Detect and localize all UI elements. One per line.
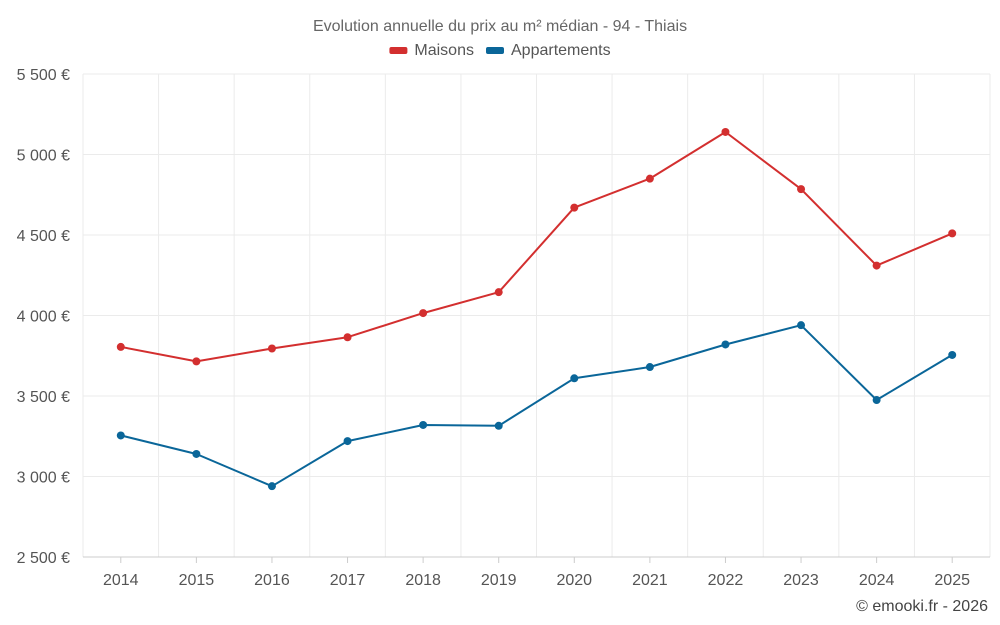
data-point-appartements[interactable] <box>419 420 428 429</box>
data-point-appartements[interactable] <box>192 449 201 458</box>
x-tick-label: 2023 <box>783 572 819 589</box>
y-tick-label: 5 500 € <box>17 67 70 84</box>
x-tick-label: 2024 <box>859 572 895 589</box>
data-point-maisons[interactable] <box>872 261 881 270</box>
legend-swatch <box>486 47 504 54</box>
legend-item-appartements[interactable]: Appartements <box>486 42 611 59</box>
y-tick-label: 3 500 € <box>17 389 70 406</box>
data-point-appartements[interactable] <box>267 482 276 491</box>
data-point-maisons[interactable] <box>267 344 276 353</box>
x-tick-label: 2015 <box>179 572 215 589</box>
y-tick-label: 3 000 € <box>17 470 70 487</box>
x-tick-label: 2017 <box>330 572 366 589</box>
data-point-maisons[interactable] <box>343 333 352 342</box>
data-point-appartements[interactable] <box>797 321 806 330</box>
x-tick-label: 2014 <box>103 572 139 589</box>
legend: Maisons Appartements <box>389 42 611 59</box>
x-tick-label: 2025 <box>934 572 970 589</box>
data-point-appartements[interactable] <box>645 363 654 372</box>
grid <box>82 73 991 557</box>
data-point-maisons[interactable] <box>419 309 428 318</box>
data-point-maisons[interactable] <box>116 342 125 351</box>
x-tick-label: 2020 <box>556 572 592 589</box>
legend-label: Maisons <box>414 42 474 59</box>
x-tick-label: 2016 <box>254 572 290 589</box>
data-point-appartements[interactable] <box>872 396 881 405</box>
data-point-appartements[interactable] <box>948 350 957 359</box>
legend-label: Appartements <box>511 42 611 59</box>
data-point-maisons[interactable] <box>797 185 806 194</box>
series-line-maisons <box>120 131 953 363</box>
y-tick-label: 5 000 € <box>17 148 70 165</box>
data-point-maisons[interactable] <box>192 357 201 366</box>
data-point-maisons[interactable] <box>494 288 503 297</box>
series-layer <box>116 127 957 491</box>
x-tick-label: 2018 <box>405 572 441 589</box>
data-point-maisons[interactable] <box>645 174 654 183</box>
data-point-maisons[interactable] <box>570 203 579 212</box>
x-tick-label: 2022 <box>708 572 744 589</box>
data-point-appartements[interactable] <box>570 374 579 383</box>
axes: 2 500 € 3 000 € 3 500 € 4 000 € 4 500 € 5 000… <box>17 67 990 589</box>
data-point-appartements[interactable] <box>343 437 352 446</box>
y-tick-label: 4 000 € <box>17 309 70 326</box>
y-tick-label: 2 500 € <box>17 550 70 567</box>
data-point-maisons[interactable] <box>721 127 730 136</box>
data-point-maisons[interactable] <box>948 229 957 238</box>
data-point-appartements[interactable] <box>494 421 503 430</box>
y-tick-label: 4 500 € <box>17 228 70 245</box>
data-point-appartements[interactable] <box>116 431 125 440</box>
series-line-appartements <box>120 324 953 488</box>
chart-title: Evolution annuelle du prix au m² médian … <box>313 18 687 35</box>
x-tick-label: 2019 <box>481 572 517 589</box>
x-tick-label: 2021 <box>632 572 668 589</box>
legend-swatch <box>389 47 408 54</box>
legend-item-maisons[interactable]: Maisons <box>389 42 474 59</box>
copyright-text: © emooki.fr - 2026 <box>856 598 988 615</box>
data-point-appartements[interactable] <box>721 340 730 349</box>
